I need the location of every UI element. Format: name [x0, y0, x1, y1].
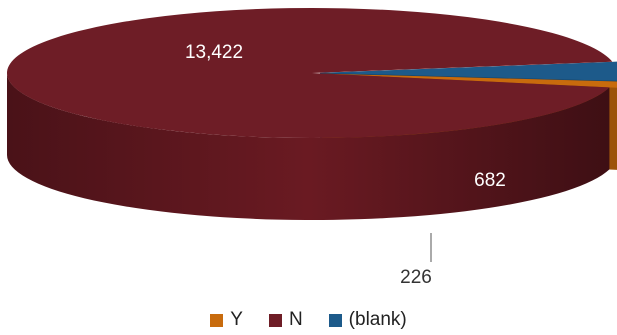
pie-slice-n — [6, 8, 613, 138]
legend-item-blank: (blank) — [328, 309, 407, 331]
legend-label-n: N — [288, 309, 303, 330]
legend-label-blank: (blank) — [348, 309, 407, 330]
data-label-n: 13,422 — [185, 42, 243, 63]
legend: Y N (blank) — [0, 309, 617, 331]
data-label-y: 226 — [400, 267, 432, 288]
pie-side-n — [7, 73, 610, 221]
legend-item-n: N — [268, 309, 303, 331]
legend-item-y: Y — [210, 309, 243, 331]
legend-swatch-y — [210, 313, 224, 327]
pie-slice-y — [321, 73, 617, 88]
pie-slice-blank — [319, 61, 617, 81]
legend-swatch-blank — [328, 313, 342, 327]
legend-label-y: Y — [230, 309, 243, 330]
data-label-blank: 682 — [474, 170, 506, 191]
legend-swatch-n — [268, 313, 282, 327]
